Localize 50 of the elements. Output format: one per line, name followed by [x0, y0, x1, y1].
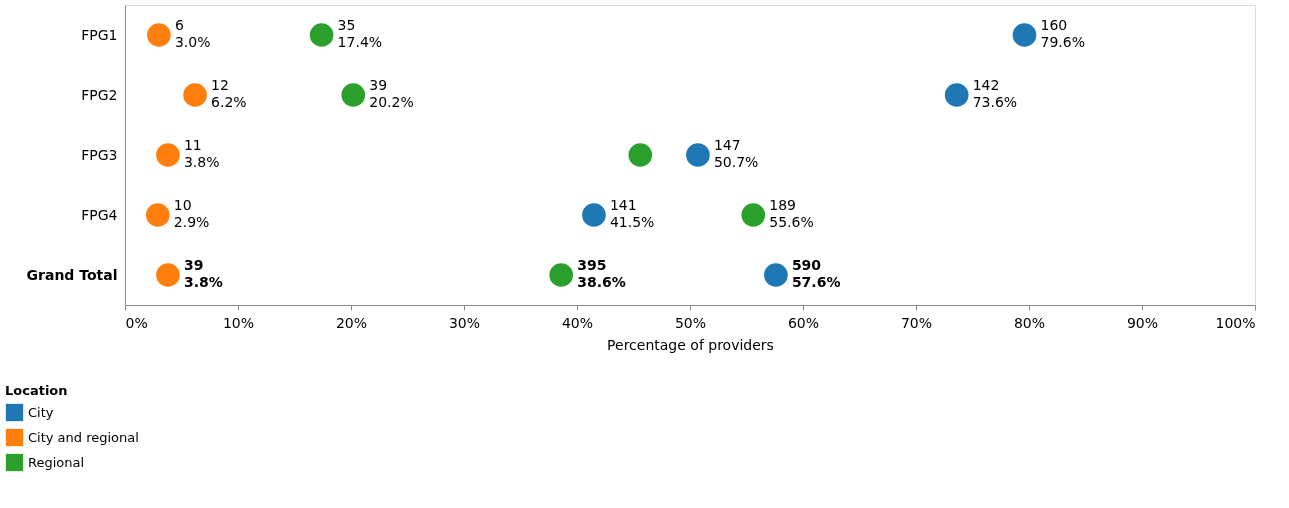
point [156, 263, 180, 287]
x-tick-label: 10% [222, 314, 255, 331]
data-label: 12 6.2% [211, 77, 247, 110]
point [147, 23, 171, 47]
point [156, 143, 180, 167]
point [582, 203, 606, 227]
x-tick-label: 0% [125, 314, 148, 331]
point [183, 83, 207, 107]
data-label: 160 79.6% [1040, 17, 1085, 50]
x-tick-label: 80% [1013, 314, 1046, 331]
point [145, 203, 170, 227]
legend-label: Regional [28, 454, 85, 470]
legend-title: Location [5, 383, 68, 398]
data-label: 35 17.4% [337, 17, 383, 50]
data-label: 11 3.8% [183, 137, 220, 170]
point [686, 143, 710, 167]
y-tick-label: FPG2 [81, 86, 118, 103]
x-tick-label: 100% [1215, 314, 1256, 331]
y-tick-label: FPG4 [81, 206, 118, 223]
legend-label: City [28, 404, 54, 420]
x-tick-label: 60% [787, 314, 820, 331]
x-tick-label: 40% [561, 314, 594, 331]
point [1012, 23, 1037, 47]
point [341, 83, 366, 107]
data-label: 141 41.5% [609, 197, 655, 230]
data-label: 147 50.7% [713, 137, 759, 170]
y-tick-label: FPG3 [81, 146, 118, 163]
data-label: 6 3.0% [174, 17, 211, 50]
x-tick-label: 20% [335, 314, 368, 331]
data-label: 10 2.9% [173, 197, 210, 230]
data-label: 39 3.8% [183, 257, 223, 290]
point [628, 143, 653, 167]
data-label: 189 55.6% [769, 197, 814, 230]
point [309, 23, 334, 47]
y-tick-label: FPG1 [81, 26, 118, 43]
point [944, 83, 969, 107]
point [741, 203, 766, 227]
x-tick-label: 90% [1126, 314, 1159, 331]
data-label: 39 20.2% [369, 77, 414, 110]
legend-label: City and regional [28, 429, 139, 445]
data-label: 590 57.6% [791, 257, 841, 290]
data-label: 395 38.6% [577, 257, 626, 290]
y-tick-label: Grand Total [26, 266, 118, 283]
point [549, 263, 574, 287]
x-tick-label: 50% [674, 314, 707, 331]
x-tick-label: 30% [448, 314, 481, 331]
data-label: 142 73.6% [972, 77, 1018, 110]
x-axis-title: Percentage of providers [607, 336, 774, 353]
point [764, 263, 788, 287]
x-tick-label: 70% [900, 314, 933, 331]
